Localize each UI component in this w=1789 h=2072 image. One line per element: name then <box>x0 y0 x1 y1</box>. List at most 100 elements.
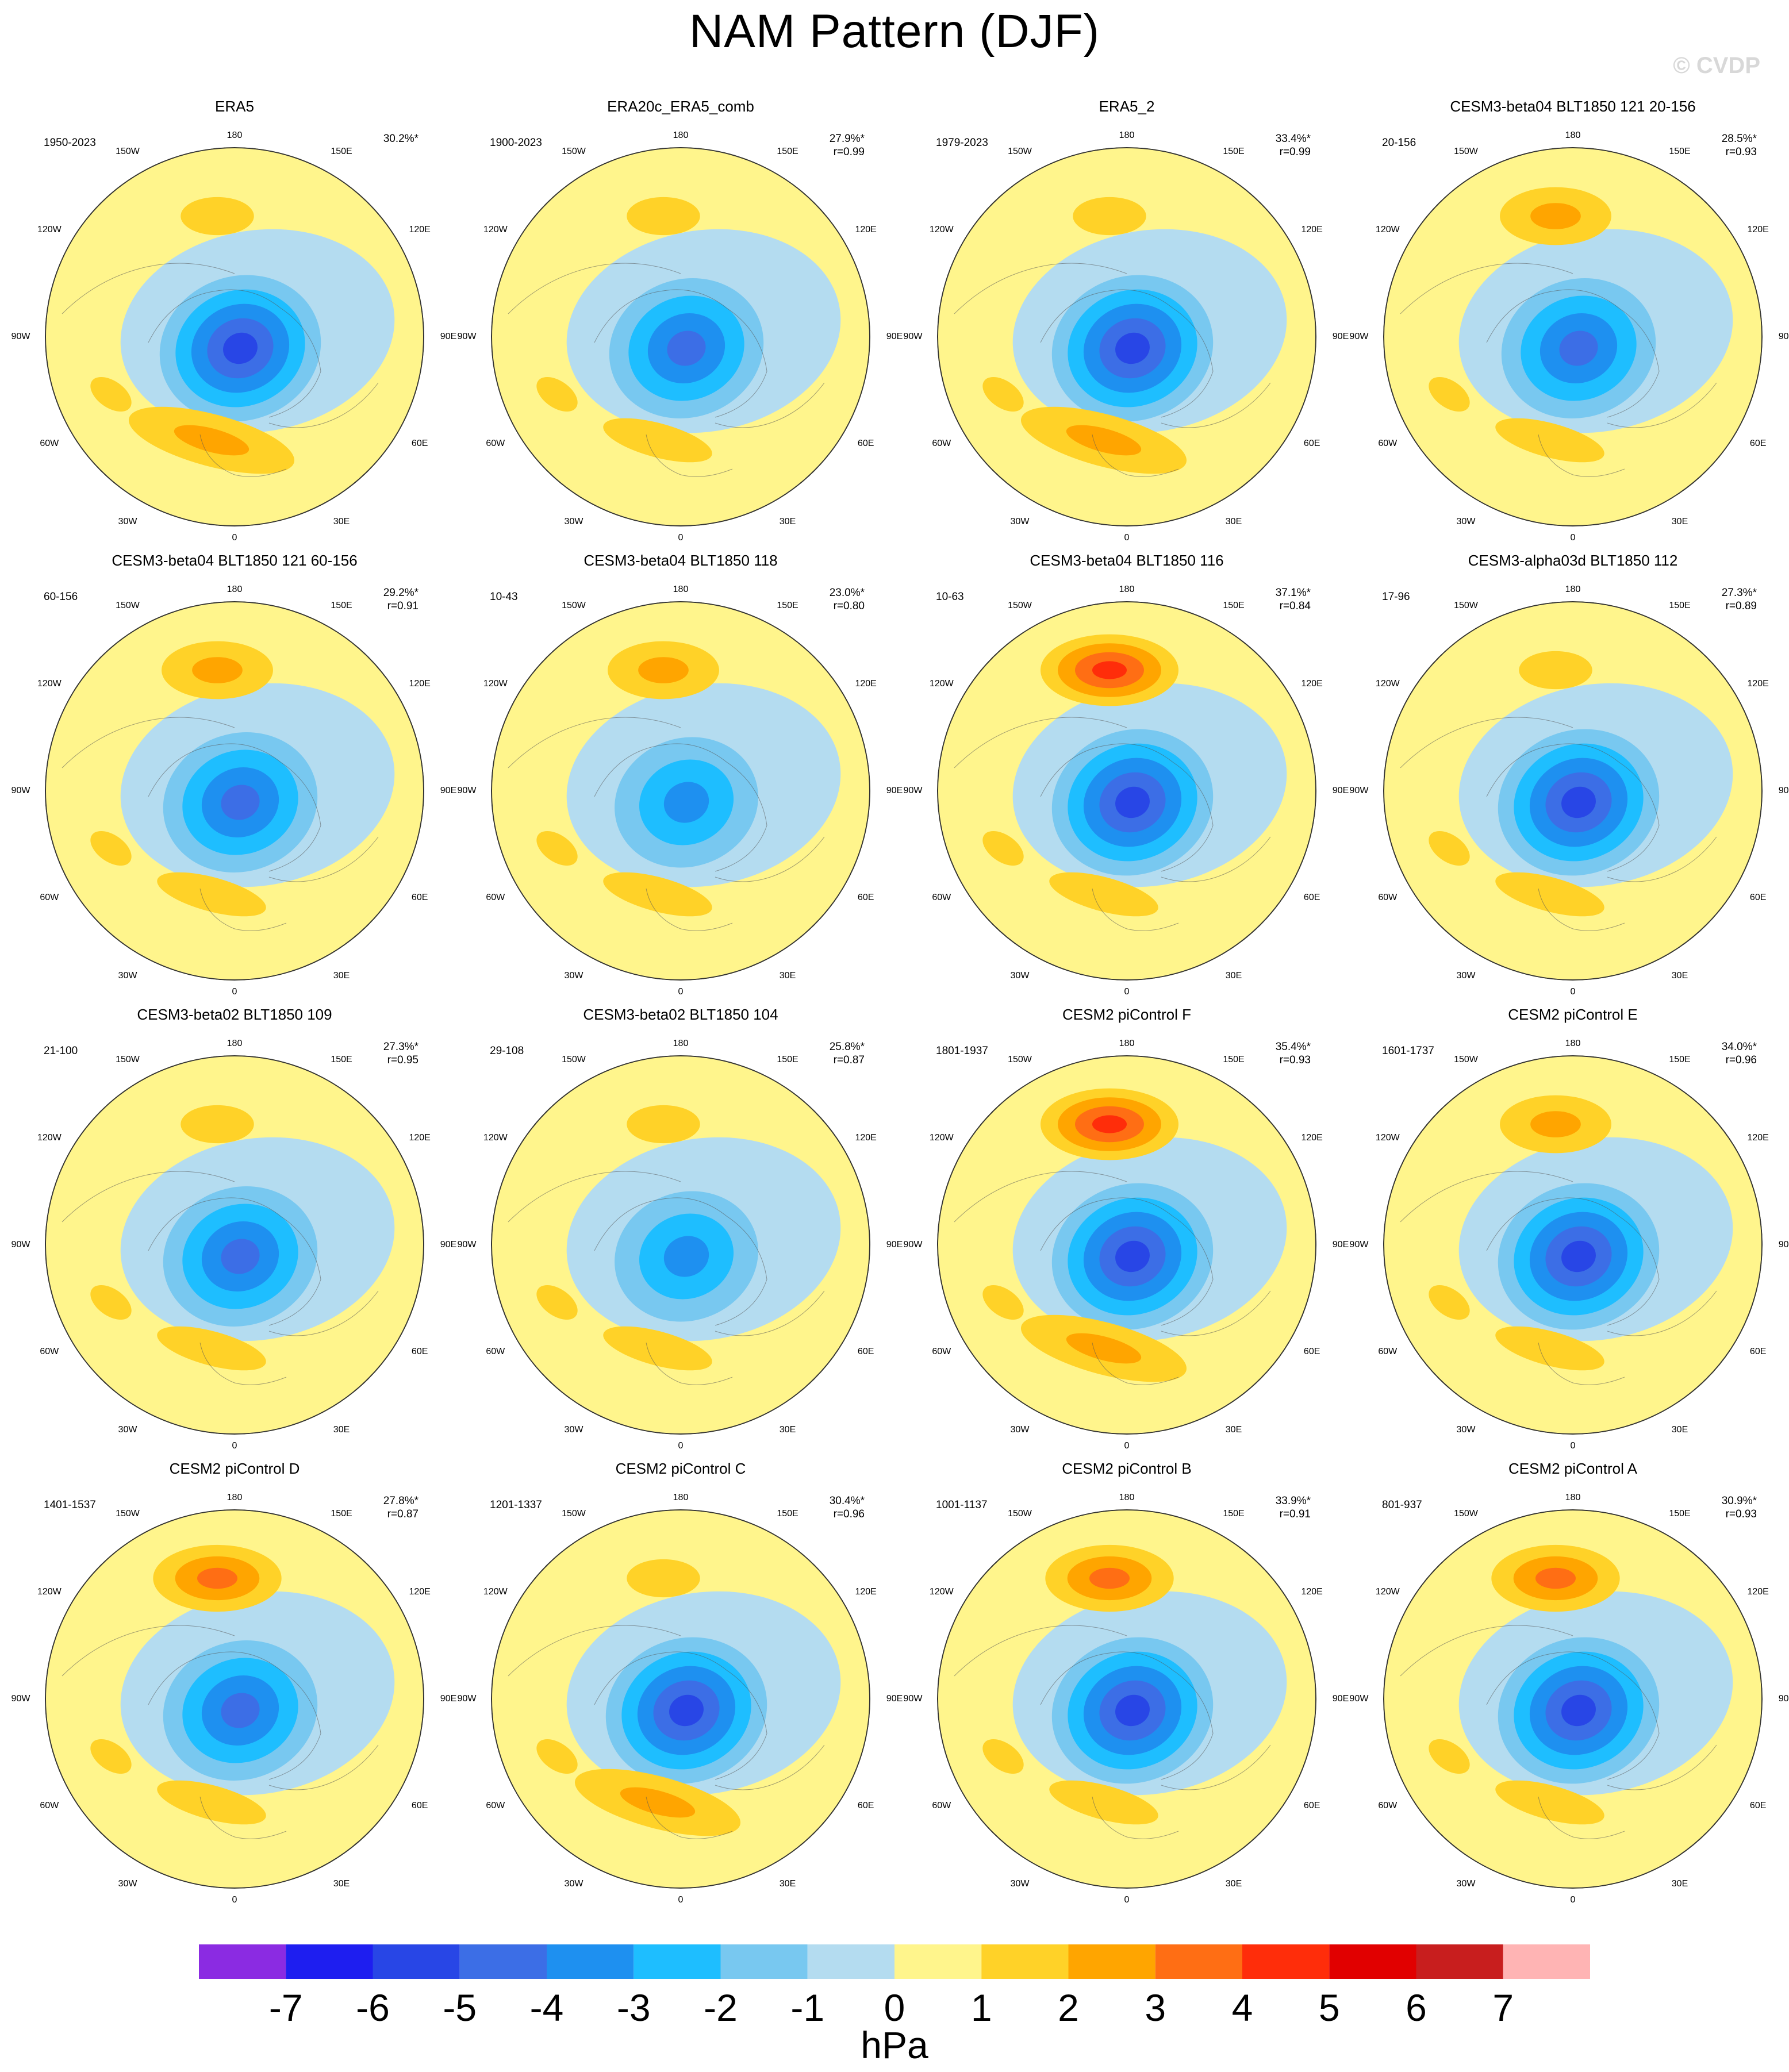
colorbar-swatch <box>807 1944 894 1979</box>
panel-title: CESM2 piControl E <box>1508 1006 1638 1023</box>
longitude-label: 120E <box>1747 1587 1769 1597</box>
map-boundary <box>491 1055 870 1435</box>
longitude-label: 150E <box>777 1054 798 1064</box>
longitude-label: 120W <box>929 1587 954 1597</box>
longitude-label: 180 <box>673 585 689 594</box>
longitude-label: 60E <box>1303 1347 1320 1356</box>
longitude-label: 120E <box>855 1587 877 1597</box>
positive-contour <box>157 872 266 917</box>
explained-variance: 30.9%* <box>1721 1495 1757 1507</box>
explained-variance: 29.2%* <box>383 587 419 599</box>
longitude-label: 30W <box>118 971 137 981</box>
longitude-label: 90E <box>1778 786 1789 795</box>
longitude-label: 90E <box>886 1240 903 1250</box>
longitude-label: 90E <box>886 786 903 795</box>
longitude-label: 60E <box>857 1801 874 1810</box>
positive-contour <box>1073 197 1146 236</box>
longitude-label: 120W <box>37 225 62 235</box>
coastline <box>62 1625 379 1839</box>
colorbar-swatch <box>634 1944 721 1979</box>
negative-contour <box>669 1694 704 1727</box>
longitude-label: 60W <box>40 439 59 448</box>
coastline <box>62 717 379 931</box>
longitude-label: 120W <box>37 1133 62 1143</box>
longitude-label: 150E <box>777 1508 798 1519</box>
map-boundary <box>45 601 424 981</box>
polar-map <box>1383 147 1763 526</box>
positive-contour <box>603 418 712 463</box>
longitude-label: 180 <box>1119 585 1135 594</box>
longitude-label: 60E <box>1303 1801 1320 1810</box>
panel-title: CESM3-beta04 BLT1850 118 <box>583 552 778 569</box>
polar-map <box>45 601 424 981</box>
panel-stats: 27.8%* r=0.87 <box>367 1494 419 1521</box>
contour-field <box>937 1055 1316 1435</box>
positive-contour <box>627 1559 700 1598</box>
panel-title: CESM3-beta04 BLT1850 116 <box>1030 552 1224 569</box>
map-boundary <box>1383 147 1763 526</box>
longitude-label: 90W <box>1349 786 1369 795</box>
longitude-label: 90E <box>1332 786 1349 795</box>
longitude-label: 60E <box>411 1801 428 1810</box>
coastline <box>1400 1625 1717 1839</box>
longitude-label: 60E <box>411 439 428 448</box>
negative-contour <box>1561 786 1596 818</box>
longitude-label: 60W <box>932 893 951 902</box>
longitude-label: 90W <box>903 1240 923 1250</box>
positive-contour <box>603 872 712 917</box>
positive-contour <box>1089 1567 1130 1589</box>
longitude-label: 60W <box>486 1347 505 1356</box>
longitude-label: 90W <box>903 332 923 341</box>
longitude-label: 90E <box>1332 1240 1349 1250</box>
longitude-label: 150E <box>1223 600 1245 610</box>
explained-variance: 27.3%* <box>1721 587 1757 599</box>
panel-title: CESM3-alpha03d BLT1850 112 <box>1468 552 1678 569</box>
colorbar-tick-label: 1 <box>970 1986 992 2029</box>
colorbar-swatch <box>1155 1944 1242 1979</box>
negative-contour <box>1115 786 1150 818</box>
positive-contour <box>1429 1285 1470 1320</box>
panel-stats: 23.0%* r=0.80 <box>813 586 865 613</box>
longitude-label: 150E <box>331 1508 352 1519</box>
longitude-label: 30W <box>1010 517 1030 527</box>
longitude-label: 150W <box>1008 600 1032 610</box>
longitude-label: 30W <box>118 1879 137 1889</box>
polar-map <box>1383 601 1763 981</box>
page-title: NAM Pattern (DJF) <box>689 5 1100 57</box>
longitude-label: 90E <box>1778 332 1789 341</box>
pattern-correlation: r=0.95 <box>387 1054 419 1066</box>
longitude-label: 150W <box>562 146 586 156</box>
positive-contour <box>536 376 578 412</box>
negative-contour <box>1115 1694 1150 1727</box>
longitude-label: 150W <box>562 1508 586 1519</box>
longitude-label: 30E <box>333 1425 350 1435</box>
positive-contour <box>982 1739 1024 1774</box>
longitude-label: 90E <box>1332 1694 1349 1704</box>
longitude-label: 150W <box>116 1054 140 1064</box>
map-boundary <box>1383 1055 1763 1435</box>
panel-title: CESM2 piControl A <box>1508 1460 1637 1477</box>
longitude-label: 150E <box>1669 1054 1691 1064</box>
longitude-label: 120E <box>1301 225 1323 235</box>
map-boundary <box>491 147 870 526</box>
longitude-label: 0 <box>232 1441 237 1451</box>
longitude-label: 60E <box>411 893 428 902</box>
coastline <box>954 717 1271 931</box>
positive-contour <box>90 1739 132 1774</box>
map-panel: CESM3-alpha03d BLT1850 112 17-96 27.3%* r=0… <box>1350 552 1789 1006</box>
positive-contour <box>627 197 700 236</box>
negative-contour <box>667 330 706 366</box>
longitude-label: 120W <box>37 1587 62 1597</box>
longitude-label: 30W <box>1010 1425 1030 1435</box>
negative-contour <box>221 1239 260 1274</box>
explained-variance: 35.4%* <box>1275 1041 1311 1053</box>
colorbar-tick-label: -1 <box>790 1986 825 2029</box>
longitude-label: 150W <box>1454 1054 1478 1064</box>
map-boundary <box>937 601 1316 981</box>
longitude-label: 60W <box>1378 1801 1398 1810</box>
explained-variance: 30.4%* <box>829 1495 865 1507</box>
positive-contour <box>90 376 132 412</box>
map-boundary <box>937 147 1316 526</box>
panel-stats: 37.1%* r=0.84 <box>1259 586 1311 613</box>
positive-contour <box>174 425 249 456</box>
